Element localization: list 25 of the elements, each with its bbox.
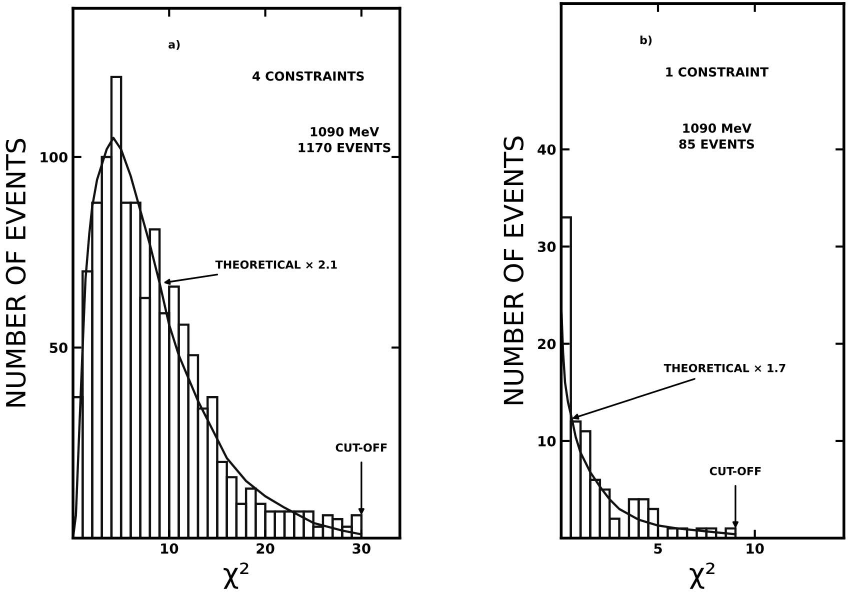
x-tick-label: 30: [352, 543, 370, 554]
annotation: 4 CONSTRAINTS: [252, 71, 364, 81]
y-axis-title: NUMBER OF EVENTS: [6, 138, 26, 406]
y-tick-label: 100: [40, 152, 68, 162]
annotation: 1090 MeV 85 EVENTS: [679, 123, 754, 149]
annotation: THEORETICAL × 2.1: [215, 260, 337, 269]
annotation: 1 CONSTRAINT: [666, 67, 769, 77]
x-tick-label: 5: [654, 543, 662, 554]
y-tick-label: 50: [50, 342, 68, 354]
y-tick-label: 20: [538, 338, 556, 350]
text: b): [640, 36, 652, 46]
x-axis-title: χ²: [690, 562, 714, 589]
x-tick-label: 10: [161, 543, 178, 554]
x-axis-title: χ²: [224, 562, 248, 589]
x-tick-label: 10: [746, 543, 764, 554]
annotation: CUT-OFF: [710, 466, 761, 476]
annotation: CUT-OFF: [336, 443, 387, 452]
annotation: THEORETICAL × 1.7: [664, 364, 786, 372]
annotation: 1090 MeV 1170 EVENTS: [298, 127, 390, 152]
text: a): [168, 40, 180, 50]
y-axis-title: NUMBER OF EVENTS: [504, 136, 524, 404]
y-tick-label: 10: [538, 436, 556, 446]
y-tick-label: 40: [538, 144, 556, 155]
y-tick-label: 30: [538, 242, 556, 252]
x-tick-label: 20: [256, 543, 274, 554]
